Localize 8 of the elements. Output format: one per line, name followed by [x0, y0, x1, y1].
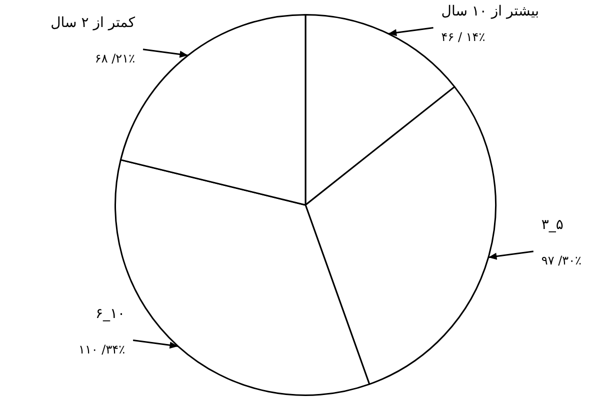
slice-label: ۶_۱۰	[95, 306, 126, 322]
data-label: ۴۶ / ۱۴٪	[441, 30, 486, 44]
data-label: ۶۸ /۲۱٪	[94, 51, 136, 66]
slice-label: بیشتر از ۱۰ سال	[441, 4, 540, 20]
slice-label: کمتر از ۲ سال	[50, 14, 136, 31]
data-label: ۹۷ /۳۰٪	[541, 254, 582, 268]
data-label: ۱۱۰ /۳۴٪	[78, 342, 126, 356]
slice-label: ۳_۵	[541, 217, 564, 234]
